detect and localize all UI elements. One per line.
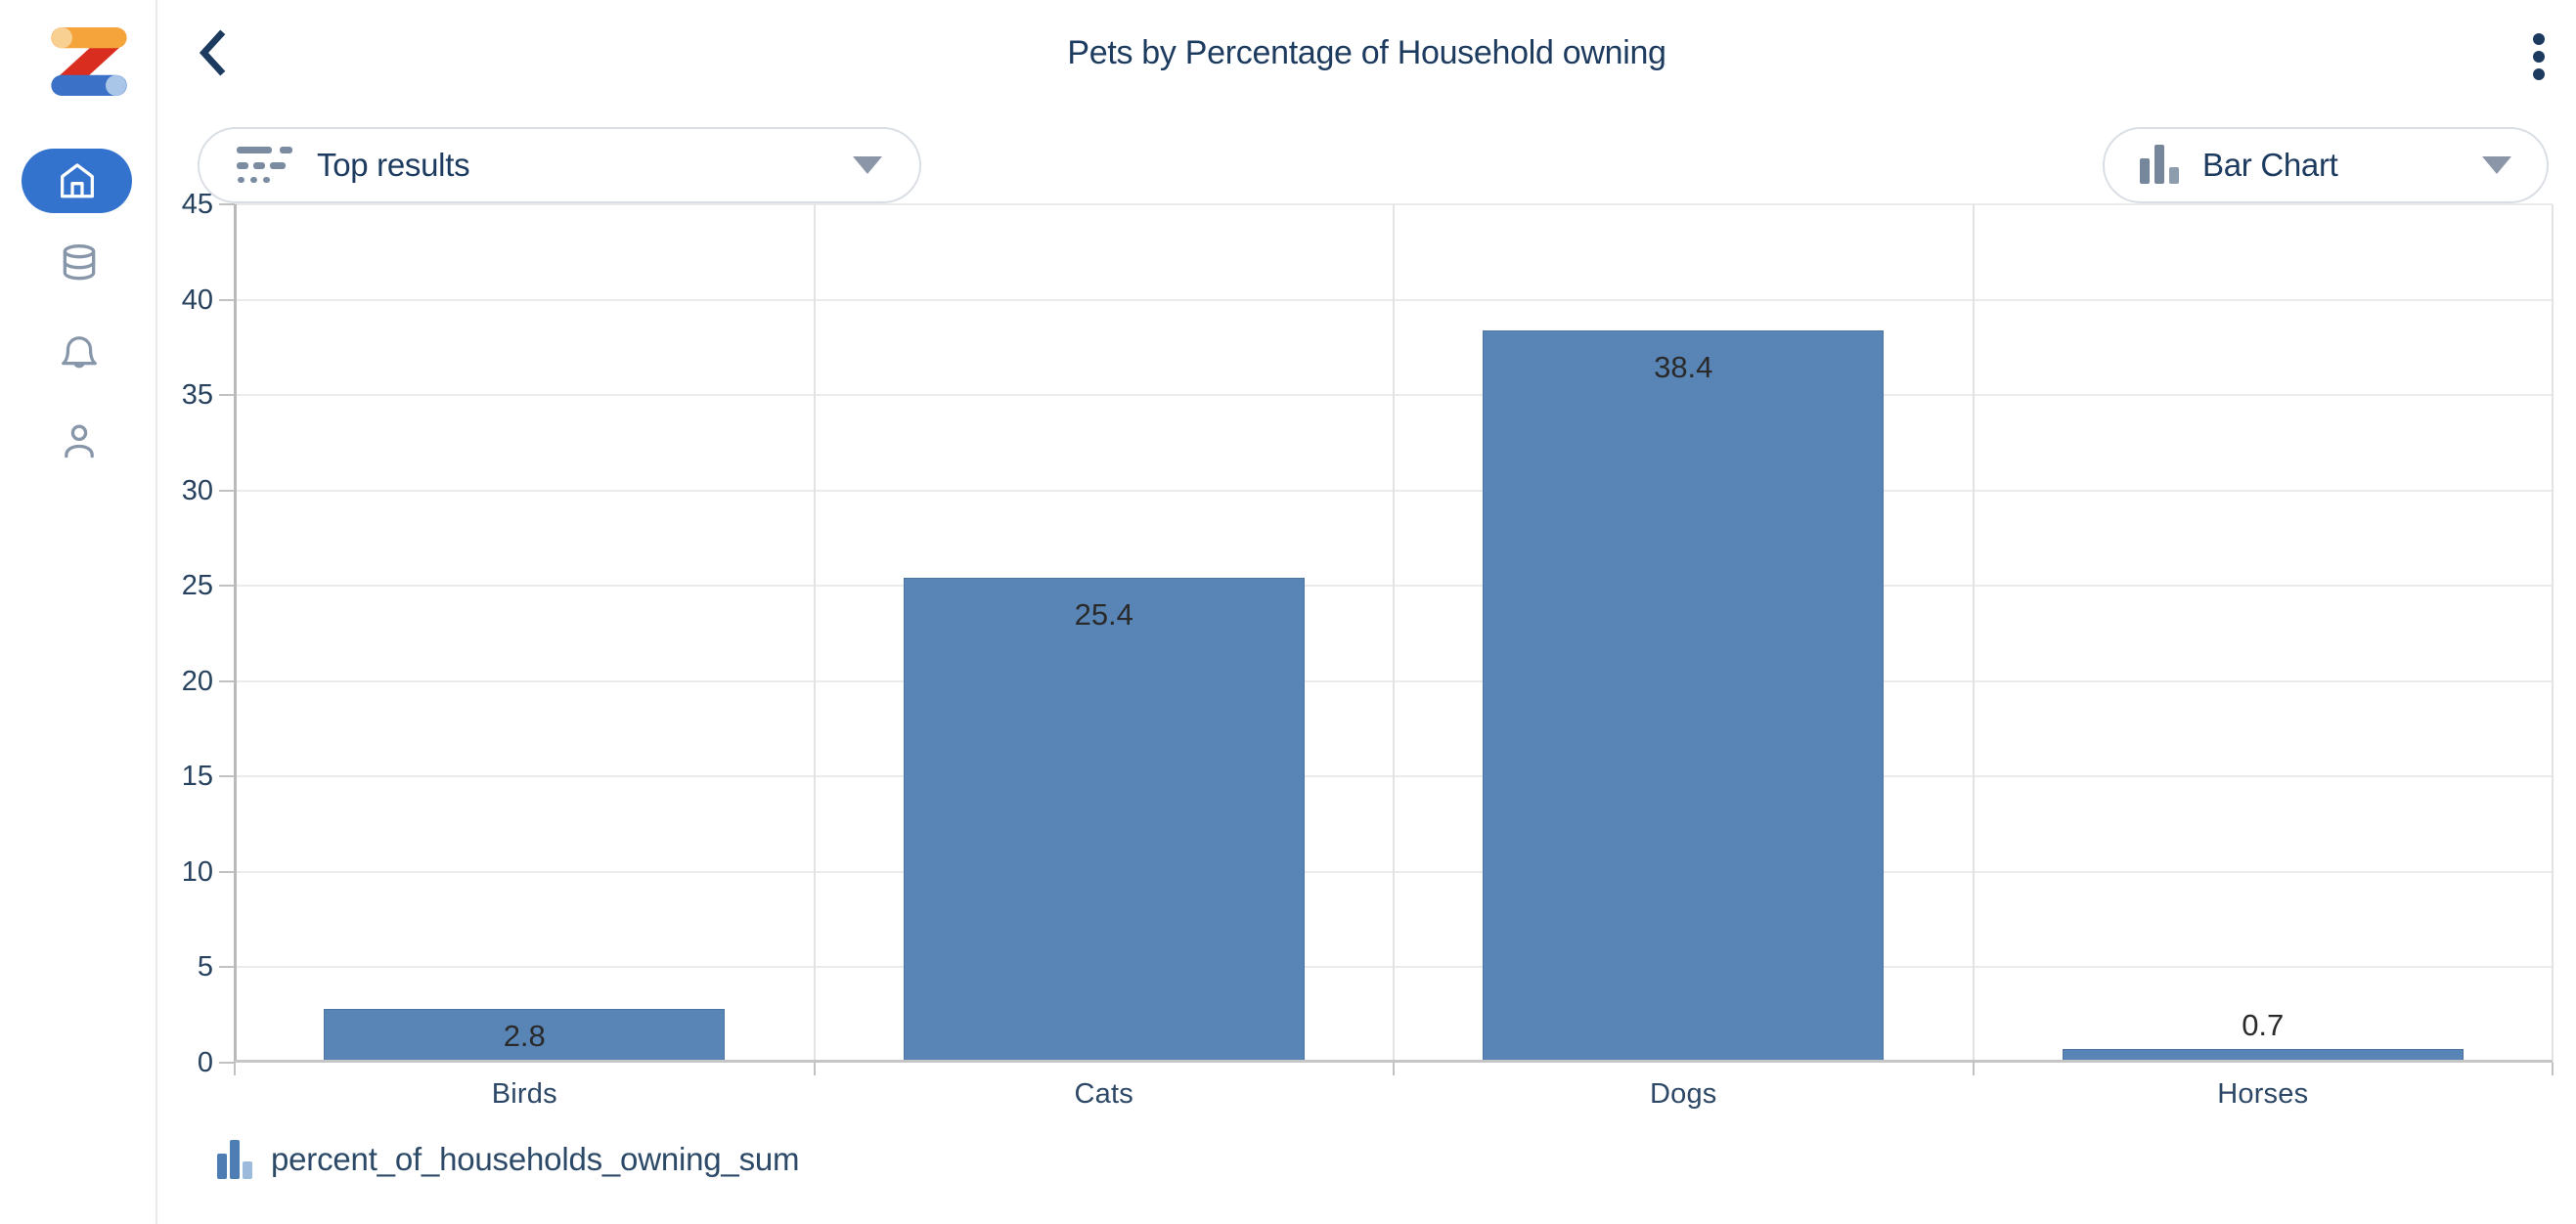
database-icon <box>58 242 101 285</box>
chevron-left-icon <box>196 29 229 76</box>
bell-icon <box>57 332 102 377</box>
page-title: Pets by Percentage of Household owning <box>1067 34 1666 71</box>
results-dropdown[interactable]: Top results <box>198 127 921 203</box>
bar-birds[interactable] <box>324 1009 726 1063</box>
y-axis-tick <box>219 1062 235 1064</box>
x-axis-tick <box>1393 1063 1395 1075</box>
bar-chart-icon <box>2140 143 2179 188</box>
y-axis-label: 20 <box>181 665 213 697</box>
y-axis-label: 30 <box>181 474 213 506</box>
x-axis-category-label: Birds <box>491 1078 557 1110</box>
sidebar <box>0 0 157 1224</box>
sidebar-item-data[interactable] <box>0 232 157 296</box>
x-axis-line <box>235 1060 2553 1063</box>
y-axis-tick <box>219 966 235 969</box>
y-axis-tick <box>219 203 235 205</box>
chart-type-dropdown[interactable]: Bar Chart <box>2103 127 2549 203</box>
caret-down-icon <box>2482 156 2511 174</box>
sidebar-item-home[interactable] <box>22 149 132 213</box>
y-axis-tick <box>219 585 235 588</box>
x-axis-category-label: Horses <box>2217 1078 2309 1110</box>
y-axis-label: 10 <box>181 855 213 888</box>
y-axis-line <box>234 204 237 1063</box>
caret-down-icon <box>853 156 882 174</box>
bar-cats[interactable] <box>903 578 1305 1063</box>
legend-item[interactable]: percent_of_households_owning_sum <box>217 1138 800 1181</box>
y-axis-tick <box>219 489 235 492</box>
back-button[interactable] <box>187 27 238 78</box>
bar-value-label: 25.4 <box>1074 597 1133 633</box>
y-axis-label: 25 <box>181 570 213 602</box>
kebab-menu-icon[interactable] <box>2519 29 2558 84</box>
person-icon <box>58 419 101 462</box>
y-axis-tick <box>219 679 235 682</box>
y-axis-label: 15 <box>181 761 213 793</box>
x-axis-tick <box>1972 1063 1975 1075</box>
legend-label: percent_of_households_owning_sum <box>271 1141 800 1177</box>
x-gridline <box>1393 204 1395 1063</box>
results-dropdown-label: Top results <box>317 147 470 183</box>
zing-z-logo[interactable] <box>44 25 134 98</box>
y-axis-label: 40 <box>181 284 213 316</box>
y-axis-label: 0 <box>197 1047 213 1078</box>
x-axis-tick <box>2552 1063 2554 1075</box>
y-axis-tick <box>219 870 235 873</box>
home-icon <box>55 158 100 203</box>
bar-dogs[interactable] <box>1483 329 1885 1063</box>
main-content: Pets by Percentage of Household owning T… <box>157 0 2576 1224</box>
bar-value-label: 0.7 <box>2242 1008 2285 1043</box>
sidebar-item-notifications[interactable] <box>0 323 157 387</box>
y-axis-label: 35 <box>181 379 213 412</box>
y-axis-label: 5 <box>197 951 213 984</box>
sidebar-item-profile[interactable] <box>0 409 157 473</box>
x-axis-category-label: Cats <box>1074 1078 1133 1110</box>
y-axis-tick <box>219 775 235 778</box>
y-axis-tick <box>219 298 235 301</box>
bar-value-label: 2.8 <box>503 1018 546 1053</box>
x-gridline <box>1972 204 1975 1063</box>
top-results-icon <box>237 145 293 186</box>
bar-value-label: 38.4 <box>1654 349 1713 384</box>
bar-horses[interactable] <box>2062 1049 2464 1063</box>
x-gridline <box>813 204 816 1063</box>
x-axis-category-label: Dogs <box>1650 1078 1717 1110</box>
y-axis-tick <box>219 394 235 397</box>
bar-chart-icon <box>217 1138 253 1181</box>
chart-type-dropdown-label: Bar Chart <box>2202 147 2338 183</box>
x-axis-tick <box>234 1063 236 1075</box>
x-gridline <box>2552 204 2554 1063</box>
y-axis-label: 45 <box>181 189 213 220</box>
bar-chart-plot: 0 5 10 15 20 25 30 35 40 45 2.8 Birds 25.4 Cats 38.4 Do… <box>182 189 2554 1110</box>
x-axis-tick <box>813 1063 816 1075</box>
